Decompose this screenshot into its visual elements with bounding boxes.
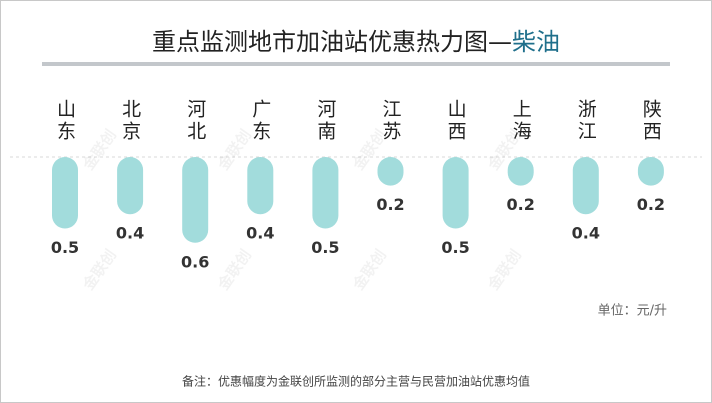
category-label: 河北 (184, 99, 206, 143)
pill-bar (507, 157, 534, 186)
title-main: 重点监测地市加油站优惠热力图— (152, 28, 512, 56)
pill-bar (377, 157, 404, 186)
value-label: 0.6 (181, 252, 209, 271)
chart-title: 重点监测地市加油站优惠热力图—柴油 (152, 28, 560, 56)
value-label: 0.2 (637, 195, 665, 214)
pill-bar (182, 157, 209, 243)
category-label: 浙江 (575, 99, 597, 143)
value-label: 0.2 (376, 195, 404, 214)
category-label: 上海 (510, 99, 532, 143)
value-label: 0.4 (246, 224, 274, 243)
unit-label: 单位：元/升 (598, 304, 667, 319)
pill-bar (312, 157, 339, 229)
pill-bar (117, 157, 144, 215)
value-label: 0.2 (507, 195, 535, 214)
value-label: 0.5 (311, 238, 339, 257)
pill-bar (247, 157, 274, 215)
pill-bar (442, 157, 469, 229)
value-label: 0.5 (51, 238, 79, 257)
pill-bar (572, 157, 599, 215)
category-label: 陕西 (640, 99, 662, 143)
note: 备注：优惠幅度为金联创所监测的部分主营与民营加油站优惠均值 (182, 374, 530, 389)
category-label: 江苏 (380, 99, 402, 143)
value-label: 0.4 (116, 224, 144, 243)
category-label: 河南 (314, 99, 336, 143)
category-label: 山东 (54, 99, 76, 143)
value-label: 0.4 (572, 224, 600, 243)
category-label: 广东 (249, 99, 271, 143)
category-label: 北京 (119, 99, 141, 143)
pill-bar (637, 157, 664, 186)
category-label: 山西 (445, 99, 467, 143)
pill-bar (52, 157, 78, 229)
value-label: 0.5 (441, 238, 469, 257)
title-highlight: 柴油 (512, 28, 560, 56)
